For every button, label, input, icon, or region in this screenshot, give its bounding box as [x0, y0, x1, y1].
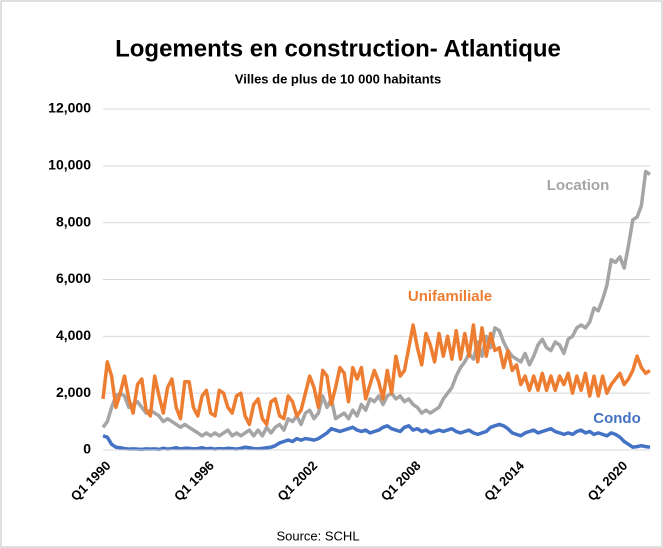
- chart-subtitle: Villes de plus de 10 000 habitants: [235, 71, 441, 86]
- y-tick-label: 10,000: [48, 157, 91, 173]
- y-tick-label: 6,000: [56, 270, 91, 286]
- chart-title: Logements en construction- Atlantique: [115, 35, 561, 62]
- y-tick-label: 4,000: [56, 327, 91, 343]
- series-line: [102, 422, 651, 452]
- series-line: [101, 169, 651, 438]
- y-tick-label: 2,000: [56, 384, 91, 400]
- y-tick-label: 0: [83, 441, 91, 457]
- y-tick-label: 8,000: [56, 213, 91, 229]
- series-line: [101, 323, 651, 427]
- y-tick-label: 12,000: [48, 100, 91, 116]
- series-label: Unifamiliale: [408, 288, 492, 305]
- series-label: Location: [547, 177, 610, 194]
- series-label: Condo: [593, 410, 640, 427]
- source: Source: SCHL: [276, 528, 359, 543]
